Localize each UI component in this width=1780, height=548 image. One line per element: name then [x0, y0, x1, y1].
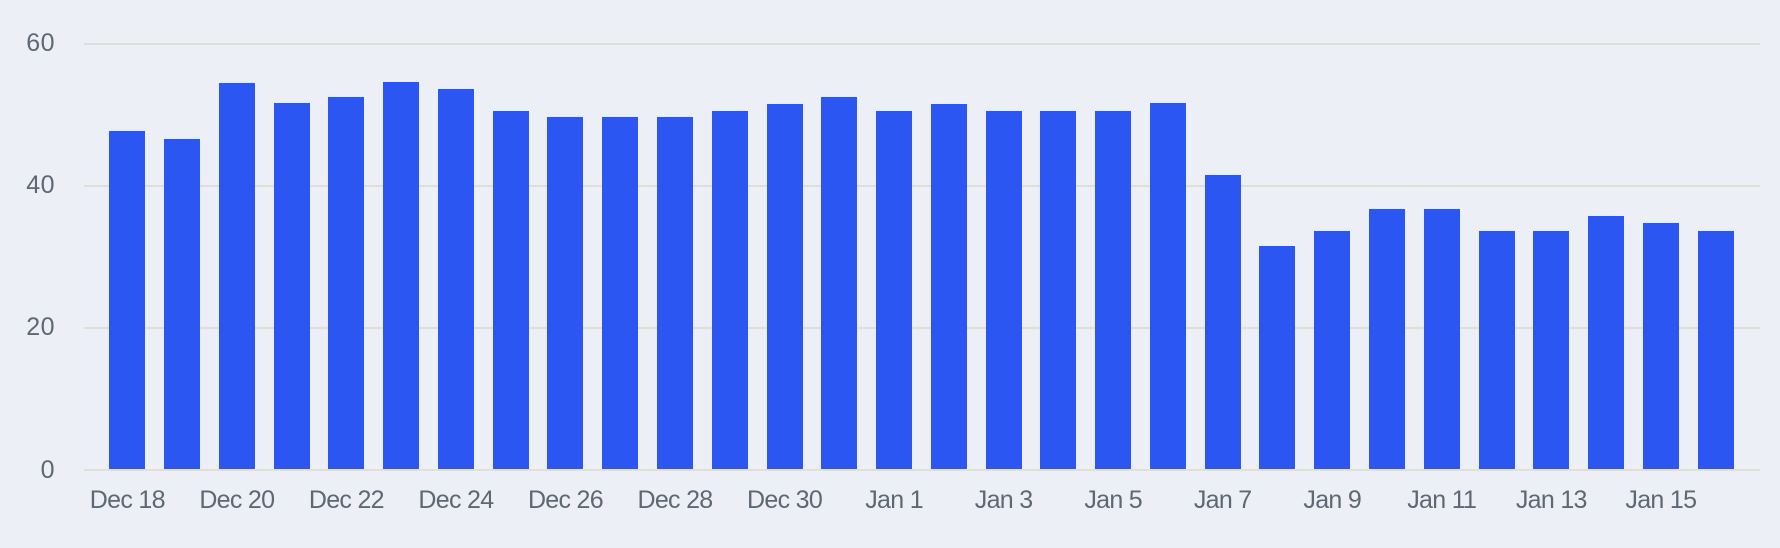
- x-axis-label-dec-20: Dec 20: [199, 486, 275, 514]
- x-axis-label-dec-26: Dec 26: [527, 486, 604, 514]
- bar-dec-26[interactable]: [547, 117, 584, 469]
- bar-jan-15[interactable]: [1642, 222, 1679, 469]
- bar-dec-30[interactable]: [766, 103, 803, 469]
- x-axis-label-jan-7: Jan 7: [1193, 486, 1252, 514]
- x-axis-label-jan-13: Jan 13: [1515, 486, 1588, 514]
- bar-dec-20[interactable]: [218, 82, 255, 469]
- bar-jan-2[interactable]: [930, 103, 967, 469]
- y-axis-label-20: 20: [26, 313, 55, 342]
- x-axis-label-dec-30: Dec 30: [747, 486, 823, 514]
- x-axis-label-jan-15: Jan 15: [1625, 486, 1697, 514]
- bar-jan-14[interactable]: [1588, 216, 1625, 469]
- bar-jan-9[interactable]: [1314, 230, 1351, 469]
- bar-jan-1[interactable]: [876, 111, 913, 469]
- bar-jan-12[interactable]: [1478, 231, 1515, 469]
- bar-dec-21[interactable]: [273, 102, 310, 469]
- x-axis-label-jan-1: Jan 1: [865, 486, 923, 514]
- bar-dec-24[interactable]: [437, 88, 474, 469]
- bar-jan-4[interactable]: [1040, 110, 1077, 469]
- x-axis-label-dec-24: Dec 24: [418, 486, 494, 514]
- bar-jan-7[interactable]: [1204, 174, 1241, 469]
- x-axis-label-dec-28: Dec 28: [637, 486, 713, 514]
- bar-jan-8[interactable]: [1259, 245, 1296, 469]
- y-axis-label-0: 0: [40, 455, 55, 484]
- bar-dec-22[interactable]: [328, 97, 365, 469]
- bar-dec-31[interactable]: [821, 97, 858, 469]
- bar-dec-19[interactable]: [164, 139, 201, 469]
- x-axis-label-jan-11: Jan 11: [1407, 486, 1477, 514]
- y-axis-label-40: 40: [26, 171, 55, 200]
- x-axis-label-dec-22: Dec 22: [308, 486, 385, 514]
- bar-jan-10[interactable]: [1369, 209, 1405, 469]
- bar-dec-29[interactable]: [711, 110, 748, 469]
- gridline-y-20: [84, 326, 1760, 329]
- gridline-y-0: [84, 469, 1760, 471]
- bar-dec-23[interactable]: [383, 82, 420, 469]
- bar-dec-27[interactable]: [602, 117, 639, 469]
- gridline-y-40: [84, 184, 1760, 187]
- x-axis-label-jan-9: Jan 9: [1303, 486, 1362, 514]
- bar-jan-16[interactable]: [1697, 230, 1734, 469]
- gridline-y-60: [84, 42, 1760, 45]
- x-axis-label-jan-3: Jan 3: [974, 486, 1033, 514]
- x-axis-label-dec-18: Dec 18: [89, 486, 166, 514]
- y-axis-label-60: 60: [26, 29, 55, 58]
- bar-dec-18[interactable]: [109, 131, 146, 469]
- bar-jan-13[interactable]: [1533, 231, 1570, 469]
- bar-jan-3[interactable]: [985, 110, 1022, 469]
- bar-dec-25[interactable]: [492, 110, 529, 469]
- bar-jan-6[interactable]: [1149, 102, 1186, 469]
- bar-dec-28[interactable]: [657, 117, 693, 469]
- bar-jan-11[interactable]: [1423, 208, 1460, 469]
- x-axis-label-jan-5: Jan 5: [1084, 486, 1142, 514]
- bar-jan-5[interactable]: [1095, 111, 1132, 469]
